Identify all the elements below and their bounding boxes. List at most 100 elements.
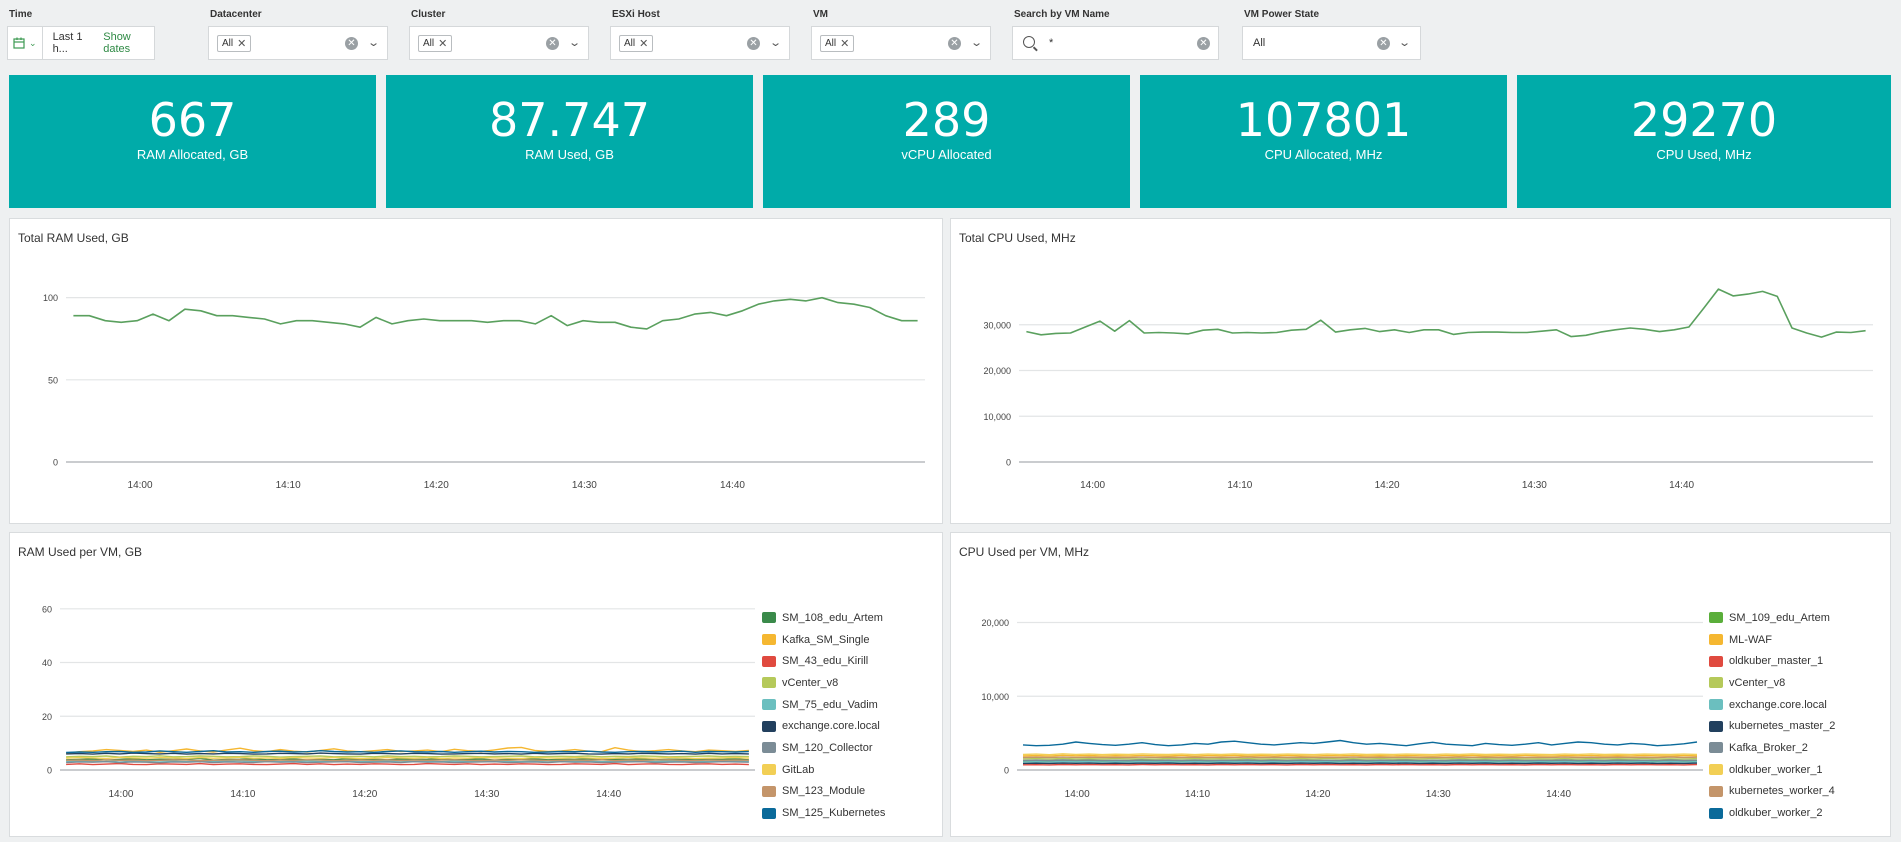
legend-item[interactable]: oldkuber_master_1 — [1709, 650, 1835, 672]
legend-swatch — [1709, 807, 1723, 819]
search-input[interactable]: * ✕ — [1012, 26, 1219, 60]
legend-item[interactable]: SM_120_Collector — [762, 737, 885, 759]
legend-item[interactable]: SM_43_edu_Kirill — [762, 650, 885, 672]
legend-item[interactable]: SM_109_edu_Artem — [1709, 607, 1835, 629]
panel-title: RAM Used per VM, GB — [18, 545, 143, 559]
y-tick-label: 0 — [47, 766, 52, 776]
esxi-select[interactable]: All ✕ ✕ ⌄ — [610, 26, 790, 60]
chevron-down-icon[interactable]: ⌄ — [769, 37, 783, 49]
power-state-filter-label: VM Power State — [1244, 9, 1320, 20]
x-tick-label: 14:00 — [108, 789, 133, 800]
cluster-select[interactable]: All ✕ ✕ ⌄ — [409, 26, 589, 60]
legend-item[interactable]: exchange.core.local — [762, 715, 885, 737]
vm-chip[interactable]: All ✕ — [820, 34, 855, 52]
clear-icon[interactable]: ✕ — [747, 37, 760, 50]
esxi-filter-label: ESXi Host — [612, 9, 660, 20]
chevron-down-icon[interactable]: ⌄ — [1398, 37, 1412, 49]
legend-label: SM_75_edu_Vadim — [782, 698, 878, 711]
search-value[interactable]: * — [1049, 37, 1054, 49]
kpi-label: RAM Allocated, GB — [136, 147, 249, 162]
legend-item[interactable]: kubernetes_master_2 — [1709, 715, 1835, 737]
calendar-icon[interactable]: ⌄ — [8, 27, 43, 59]
esxi-filter: ESXi Host All ✕ ✕ ⌄ — [610, 8, 790, 60]
legend-item[interactable]: Kafka_Broker_2 — [1709, 737, 1835, 759]
remove-chip-icon[interactable]: ✕ — [639, 37, 649, 50]
legend-item[interactable]: oldkuber_worker_1 — [1709, 759, 1835, 781]
esxi-chip[interactable]: All ✕ — [619, 34, 654, 52]
remove-chip-icon[interactable]: ✕ — [438, 37, 448, 50]
chevron-down-icon[interactable]: ⌄ — [970, 37, 984, 49]
remove-chip-icon[interactable]: ✕ — [237, 37, 247, 50]
chart-legend: SM_108_edu_Artem Kafka_SM_Single SM_43_edu… — [762, 607, 885, 824]
datacenter-select[interactable]: All ✕ ✕ ⌄ — [208, 26, 388, 60]
kpi-value: 107801 — [1235, 93, 1412, 147]
series-line — [1022, 754, 1698, 757]
legend-swatch — [1709, 634, 1723, 646]
esxi-chip-label: All — [624, 37, 636, 49]
legend-swatch — [1709, 699, 1723, 711]
legend-label: SM_108_edu_Artem — [782, 611, 883, 624]
legend-swatch — [1709, 655, 1723, 667]
chevron-down-icon[interactable]: ⌄ — [367, 37, 381, 49]
kpi-label: RAM Used, GB — [525, 147, 614, 162]
x-tick-label: 14:30 — [1522, 480, 1547, 491]
series-line — [66, 746, 749, 754]
panel-title: Total CPU Used, MHz — [959, 231, 1076, 245]
y-tick-label: 30,000 — [983, 320, 1011, 330]
legend-label: SM_120_Collector — [782, 741, 873, 754]
legend-swatch — [762, 764, 776, 776]
x-tick-label: 14:40 — [1669, 480, 1694, 491]
legend-swatch — [762, 807, 776, 819]
kpi-value: 289 — [902, 93, 991, 147]
kpi-cpu-used: 29270 CPU Used, MHz — [1517, 75, 1891, 208]
cluster-chip-label: All — [423, 37, 435, 49]
vm-select[interactable]: All ✕ ✕ ⌄ — [811, 26, 991, 60]
x-tick-label: 14:40 — [1546, 789, 1571, 800]
legend-swatch — [762, 720, 776, 732]
time-filter-label: Time — [9, 9, 33, 20]
chevron-down-icon: ⌄ — [29, 37, 37, 48]
time-range-value[interactable]: Last 1 h... — [52, 31, 83, 55]
clear-icon[interactable]: ✕ — [948, 37, 961, 50]
chevron-down-icon[interactable]: ⌄ — [568, 37, 582, 49]
legend-item[interactable]: Kafka_SM_Single — [762, 629, 885, 651]
legend-item[interactable]: GitLab — [762, 759, 885, 781]
clear-icon[interactable]: ✕ — [345, 37, 358, 50]
legend-swatch — [1709, 742, 1723, 754]
y-tick-label: 20,000 — [981, 618, 1009, 628]
y-tick-label: 10,000 — [983, 412, 1011, 422]
clear-icon[interactable]: ✕ — [1377, 37, 1390, 50]
cluster-chip[interactable]: All ✕ — [418, 34, 453, 52]
legend-item[interactable]: oldkuber_worker_2 — [1709, 802, 1835, 824]
cpu-per-vm-chart: 0 10,000 20,000 14:00 14:10 14:20 14:30 14:40 — [981, 618, 1703, 800]
legend-item[interactable]: SM_125_Kubernetes — [762, 802, 885, 824]
legend-item[interactable]: SM_123_Module — [762, 781, 885, 803]
clear-icon[interactable]: ✕ — [546, 37, 559, 50]
legend-item[interactable]: SM_75_edu_Vadim — [762, 694, 885, 716]
search-filter: Search by VM Name * ✕ — [1012, 8, 1219, 60]
x-tick-label: 14:30 — [572, 480, 597, 491]
legend-swatch — [762, 655, 776, 667]
x-tick-label: 14:10 — [230, 789, 255, 800]
y-tick-label: 0 — [1004, 766, 1009, 776]
series-line — [1022, 759, 1698, 762]
time-picker[interactable]: ⌄ Last 1 h... Show dates — [7, 26, 155, 60]
kpi-ram-allocated: 667 RAM Allocated, GB — [9, 75, 376, 208]
legend-item[interactable]: exchange.core.local — [1709, 694, 1835, 716]
show-dates-link[interactable]: Show dates — [103, 31, 131, 55]
legend-item[interactable]: kubernetes_worker_4 — [1709, 781, 1835, 803]
legend-label: GitLab — [782, 763, 815, 776]
legend-item[interactable]: ML-WAF — [1709, 629, 1835, 651]
power-state-select[interactable]: All ✕ ⌄ — [1242, 26, 1421, 60]
legend-swatch — [762, 677, 776, 689]
clear-icon[interactable]: ✕ — [1197, 37, 1210, 50]
legend-item[interactable]: vCenter_v8 — [762, 672, 885, 694]
kpi-value: 667 — [148, 93, 237, 147]
y-tick-label: 10,000 — [981, 692, 1009, 702]
remove-chip-icon[interactable]: ✕ — [840, 37, 850, 50]
time-filter: Time ⌄ Last 1 h... Show dates — [7, 8, 155, 60]
legend-item[interactable]: SM_108_edu_Artem — [762, 607, 885, 629]
datacenter-chip[interactable]: All ✕ — [217, 34, 252, 52]
y-tick-label: 0 — [1006, 458, 1011, 468]
legend-item[interactable]: vCenter_v8 — [1709, 672, 1835, 694]
